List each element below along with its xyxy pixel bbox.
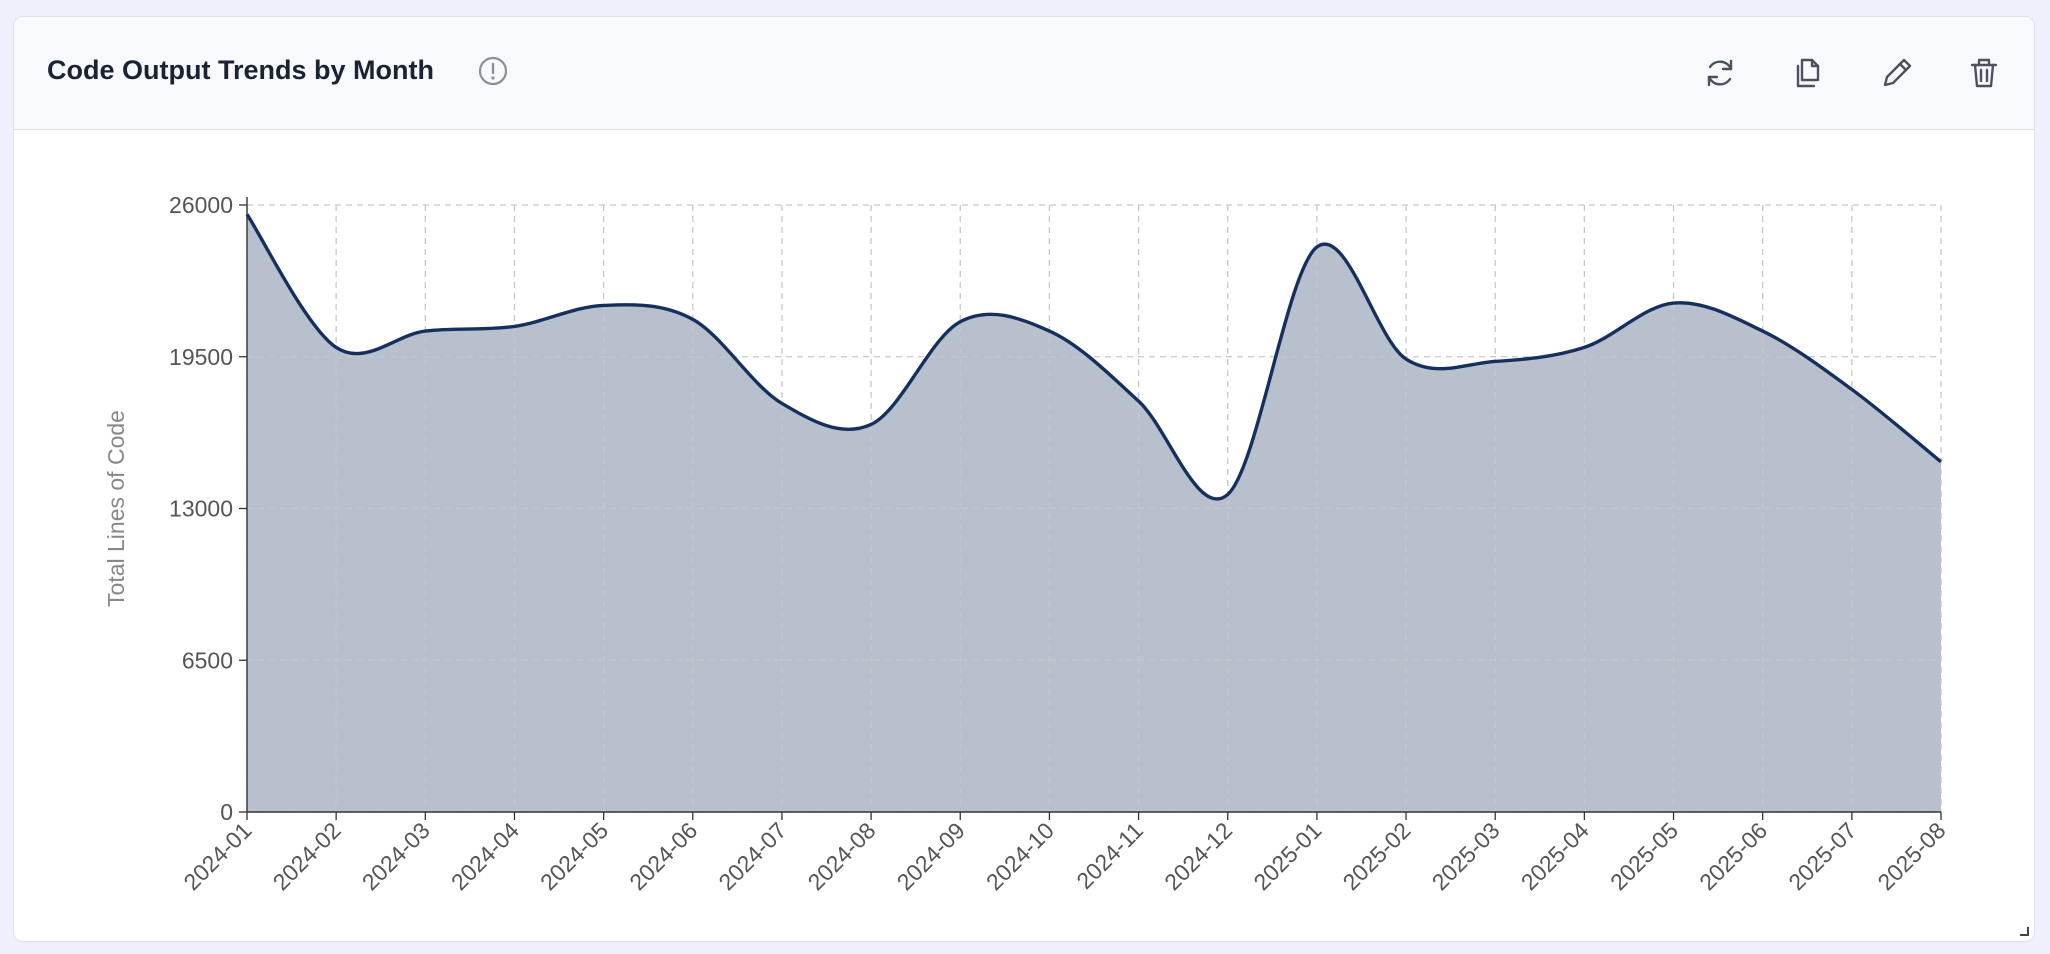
- y-axis-title: Total Lines of Code: [103, 410, 129, 607]
- resize-handle[interactable]: [2018, 925, 2030, 937]
- edit-button[interactable]: [1883, 58, 1912, 87]
- x-tick-label: 2024-02: [268, 817, 346, 895]
- line: [245, 213, 1943, 501]
- x-tick-label: 2024-08: [803, 817, 881, 895]
- copy-button[interactable]: [1796, 58, 1820, 88]
- x-tick-label: 2024-09: [892, 817, 970, 895]
- x-tick-label: 2025-06: [1694, 817, 1772, 895]
- x-tick-label: 2025-04: [1516, 817, 1594, 895]
- x-tick-label: 2024-06: [624, 817, 702, 895]
- header-icons: [478, 56, 1998, 88]
- x-tick-label: 2024-07: [713, 817, 791, 895]
- x-tick-label: 2025-05: [1605, 817, 1683, 895]
- x-tick-label: 2025-02: [1338, 817, 1416, 895]
- x-tick-label: 2024-10: [981, 817, 1059, 895]
- y-tick-label: 19500: [169, 344, 233, 370]
- y-tick-label: 13000: [169, 496, 233, 522]
- x-tick-label: 2025-01: [1248, 817, 1326, 895]
- x-tick-label: 2025-08: [1872, 817, 1950, 895]
- card-header: Code Output Trends by Month: [14, 17, 2034, 130]
- x-tick-label: 2024-11: [1071, 817, 1148, 894]
- x-tick-label: 2024-03: [357, 817, 435, 895]
- x-tick-label: 2024-04: [446, 817, 524, 895]
- x-tick-label: 2025-07: [1783, 817, 1861, 895]
- refresh-button[interactable]: [1707, 59, 1733, 87]
- y-tick-label: 6500: [182, 647, 233, 673]
- y-tick-label: 0: [220, 799, 233, 825]
- y-tick-label: 26000: [169, 192, 233, 218]
- chart-title: Code Output Trends by Month: [47, 55, 434, 85]
- x-tick-label: 2024-05: [535, 817, 613, 895]
- x-tick-label: 2024-01: [178, 817, 256, 895]
- x-tick-label: 2024-12: [1159, 817, 1237, 895]
- area: [247, 214, 1941, 813]
- x-tick-label: 2025-03: [1427, 817, 1505, 895]
- chart-card: Code Output Trends by Month 0 6500 13000 19…: [13, 16, 2035, 942]
- info-icon[interactable]: [478, 56, 508, 86]
- delete-button[interactable]: [1970, 58, 1998, 88]
